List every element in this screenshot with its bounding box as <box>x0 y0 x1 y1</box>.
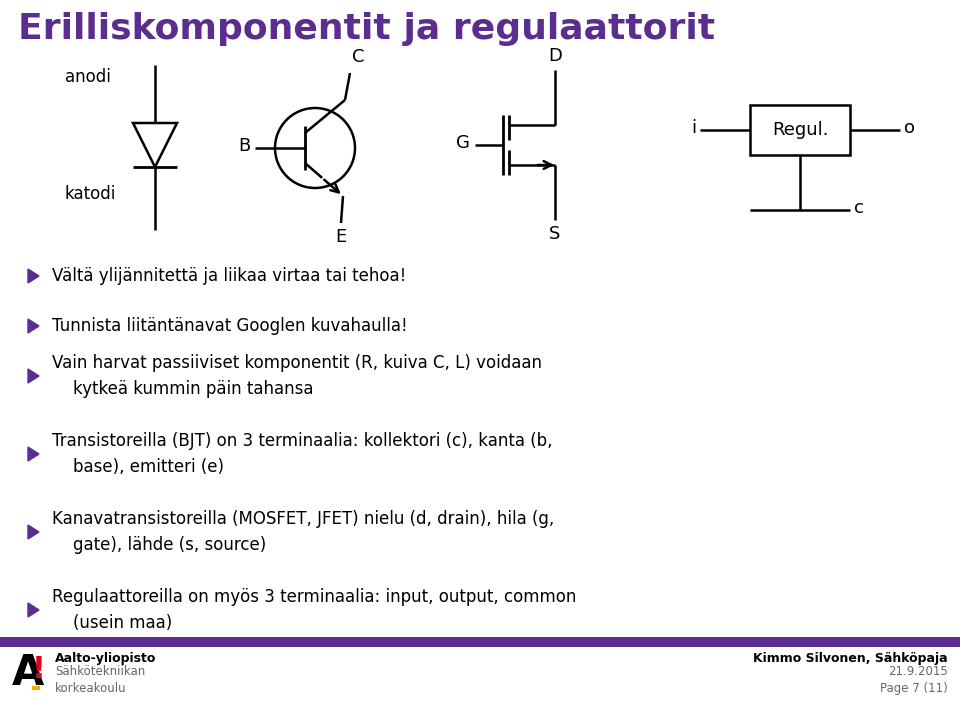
Polygon shape <box>28 269 39 283</box>
Text: Vältä ylijännitettä ja liikaa virtaa tai tehoa!: Vältä ylijännitettä ja liikaa virtaa tai… <box>52 267 406 285</box>
Text: c: c <box>854 199 864 217</box>
Text: C: C <box>352 48 365 66</box>
Text: Tunnista liitäntänavat Googlen kuvahaulla!: Tunnista liitäntänavat Googlen kuvahaull… <box>52 317 408 335</box>
Text: Sähkötekniikan
korkeakoulu: Sähkötekniikan korkeakoulu <box>55 665 145 695</box>
Text: B: B <box>239 137 251 155</box>
Text: G: G <box>456 134 470 152</box>
Bar <box>0 637 960 647</box>
Text: D: D <box>548 47 562 65</box>
Text: !: ! <box>32 655 46 684</box>
Text: Kanavatransistoreilla (MOSFET, JFET) nielu (d, drain), hila (g,
    gate), lähde: Kanavatransistoreilla (MOSFET, JFET) nie… <box>52 511 554 553</box>
Text: i: i <box>691 119 696 137</box>
Text: Regulaattoreilla on myös 3 terminaalia: input, output, common
    (usein maa): Regulaattoreilla on myös 3 terminaalia: … <box>52 588 576 631</box>
Text: anodi: anodi <box>65 68 110 86</box>
Text: S: S <box>549 225 561 243</box>
Bar <box>32 686 40 690</box>
Text: Kimmo Silvonen, Sähköpaja: Kimmo Silvonen, Sähköpaja <box>754 652 948 665</box>
Text: Regul.: Regul. <box>772 121 828 139</box>
Text: Vain harvat passiiviset komponentit (R, kuiva C, L) voidaan
    kytkeä kummin pä: Vain harvat passiiviset komponentit (R, … <box>52 355 542 398</box>
Text: o: o <box>904 119 915 137</box>
Text: katodi: katodi <box>65 185 116 203</box>
Text: Aalto-yliopisto: Aalto-yliopisto <box>55 652 156 665</box>
Polygon shape <box>28 447 39 461</box>
Polygon shape <box>28 603 39 617</box>
Text: Erilliskomponentit ja regulaattorit: Erilliskomponentit ja regulaattorit <box>18 12 715 46</box>
Text: E: E <box>335 228 347 246</box>
Text: A: A <box>12 652 44 694</box>
Polygon shape <box>28 525 39 539</box>
FancyBboxPatch shape <box>750 105 850 155</box>
Text: Transistoreilla (BJT) on 3 terminaalia: kollektori (c), kanta (b,
    base), emi: Transistoreilla (BJT) on 3 terminaalia: … <box>52 433 553 475</box>
Text: 21.9.2015
Page 7 (11): 21.9.2015 Page 7 (11) <box>880 665 948 695</box>
Polygon shape <box>28 369 39 383</box>
Polygon shape <box>28 319 39 333</box>
